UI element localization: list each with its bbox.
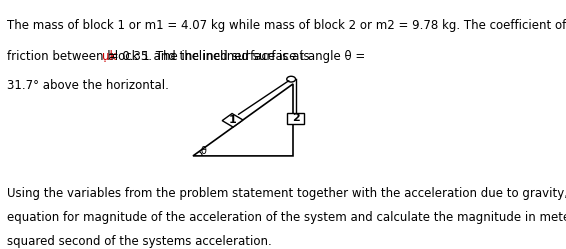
Text: Using the variables from the problem statement together with the acceleration du: Using the variables from the problem sta…: [7, 187, 566, 200]
Text: 2: 2: [291, 113, 299, 123]
Text: θ: θ: [200, 146, 206, 156]
Text: uk: uk: [102, 50, 116, 63]
Text: The mass of block 1 or m1 = 4.07 kg while mass of block 2 or m2 = 9.78 kg. The c: The mass of block 1 or m1 = 4.07 kg whil…: [7, 19, 566, 32]
Text: squared second of the systems acceleration.: squared second of the systems accelerati…: [7, 235, 272, 248]
Text: friction between block 1 and the inclined surface is: friction between block 1 and the incline…: [7, 50, 314, 63]
Text: equation for magnitude of the acceleration of the system and calculate the magni: equation for magnitude of the accelerati…: [7, 211, 566, 224]
Polygon shape: [288, 113, 304, 124]
Text: 31.7° above the horizontal.: 31.7° above the horizontal.: [7, 79, 169, 92]
Text: 1: 1: [229, 115, 237, 125]
Text: = 0.35. The inclined surface is at angle θ =: = 0.35. The inclined surface is at angle…: [105, 50, 366, 63]
Polygon shape: [222, 114, 243, 127]
